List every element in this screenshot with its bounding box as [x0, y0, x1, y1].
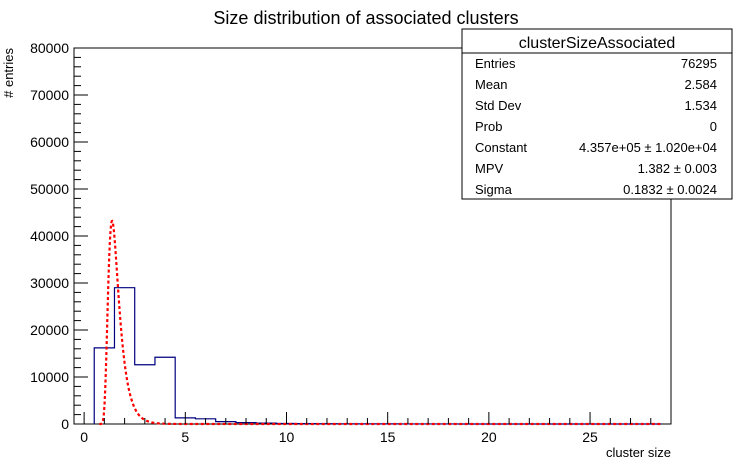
y-tick-label: 60000	[30, 134, 69, 150]
stats-value: 0.1832 ± 0.0024	[623, 182, 717, 197]
x-axis-label: cluster size	[606, 445, 671, 460]
chart-title: Size distribution of associated clusters	[213, 8, 518, 28]
y-tick-label: 0	[61, 416, 69, 432]
y-tick-label: 40000	[30, 228, 69, 244]
y-tick-label: 80000	[30, 40, 69, 56]
x-tick-label: 10	[279, 429, 295, 445]
stats-value: 4.357e+05 ± 1.020e+04	[579, 140, 717, 155]
stats-value: 1.534	[684, 98, 717, 113]
stats-label: Std Dev	[475, 98, 522, 113]
stats-label: MPV	[475, 161, 504, 176]
x-tick-label: 0	[80, 429, 88, 445]
stats-box-title: clusterSizeAssociated	[519, 35, 676, 52]
x-axis-ticks: 0 5 10 15 20 25	[80, 412, 652, 445]
stats-value: 76295	[681, 56, 717, 71]
histogram-bars	[93, 287, 662, 425]
stats-label: Sigma	[475, 182, 513, 197]
y-tick-label: 20000	[30, 322, 69, 338]
y-tick-label: 10000	[30, 369, 69, 385]
x-tick-label: 20	[481, 429, 497, 445]
stats-value: 1.382 ± 0.003	[638, 161, 717, 176]
fit-curve	[99, 219, 661, 426]
stats-label: Prob	[475, 119, 502, 134]
x-tick-label: 25	[582, 429, 598, 445]
stats-value: 0	[710, 119, 717, 134]
y-tick-label: 70000	[30, 87, 69, 103]
stats-label: Mean	[475, 77, 508, 92]
x-tick-label: 5	[181, 429, 189, 445]
y-axis-ticks: 0 10000 20000 30000 40000 50000 60000 70000 8000…	[30, 40, 88, 432]
y-tick-label: 30000	[30, 275, 69, 291]
stats-label: Constant	[475, 140, 527, 155]
y-tick-label: 50000	[30, 181, 69, 197]
y-axis-label: # entries	[1, 48, 16, 98]
stats-box: clusterSizeAssociated Entries 76295 Mean 2.…	[461, 28, 733, 200]
stats-box-border	[461, 28, 733, 200]
histogram-outline	[93, 287, 662, 425]
x-tick-label: 15	[380, 429, 396, 445]
stats-value: 2.584	[684, 77, 717, 92]
stats-label: Entries	[475, 56, 516, 71]
landau-fit-line	[99, 219, 661, 426]
